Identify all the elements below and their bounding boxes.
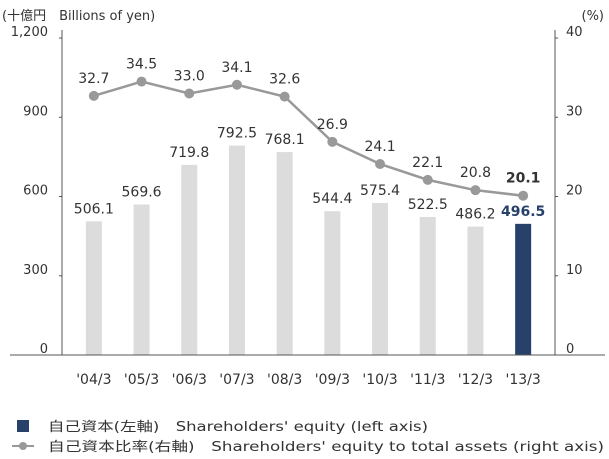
legend-swatch: [17, 420, 29, 432]
y-tick-label: 300: [23, 263, 48, 278]
y-tick-label: 1,200: [11, 25, 48, 40]
bar: [515, 223, 532, 355]
bar: [467, 226, 484, 355]
line-value-label: 32.6: [269, 72, 300, 88]
line-value-label: 34.1: [221, 60, 252, 76]
line-marker: [470, 185, 481, 196]
y-tick-label: 600: [23, 184, 48, 199]
line-value-label: 34.5: [126, 57, 157, 73]
x-tick-label: '05/3: [124, 372, 159, 388]
line-marker: [327, 136, 338, 147]
line-marker: [231, 79, 242, 90]
x-tick-label: '11/3: [410, 372, 445, 388]
bar-value-label: 575.4: [360, 183, 400, 199]
y2-tick-label: 30: [566, 104, 583, 119]
line-value-label: 33.0: [174, 68, 205, 84]
bar-value-label: 569.6: [122, 185, 162, 201]
bar: [372, 202, 389, 355]
line-marker: [88, 90, 99, 101]
line-value-label: 20.1: [506, 171, 541, 187]
x-tick-label: '04/3: [76, 372, 111, 388]
y-axis-label: (十億円 Billions of yen): [2, 8, 155, 24]
line-marker: [136, 76, 147, 87]
bar-value-label: 792.5: [217, 126, 257, 142]
line-value-label: 22.1: [412, 155, 443, 171]
y-tick-label: 0: [40, 342, 48, 357]
bar: [276, 152, 293, 355]
legend-swatch: [19, 442, 27, 450]
bar: [419, 216, 436, 355]
bar-value-label: 522.5: [408, 197, 448, 213]
x-tick-label: '13/3: [506, 372, 541, 388]
line-value-label: 24.1: [364, 139, 395, 155]
x-tick-label: '07/3: [219, 372, 254, 388]
bar: [133, 204, 150, 355]
y2-axis-label: (%): [582, 9, 605, 24]
x-tick-label: '09/3: [315, 372, 350, 388]
line: [93, 80, 524, 197]
line-value-label: 26.9: [317, 117, 348, 133]
x-tick-label: '08/3: [267, 372, 302, 388]
bar: [324, 211, 341, 355]
line-value-label: 20.8: [460, 165, 491, 181]
bar-value-label: 496.5: [501, 204, 545, 220]
y2-tick-label: 0: [566, 342, 574, 357]
bar-value-label: 544.4: [312, 191, 352, 207]
line-marker: [184, 88, 195, 99]
y2-tick-label: 40: [566, 25, 583, 40]
y2-tick-label: 20: [566, 184, 583, 199]
bar: [85, 221, 102, 355]
bar-value-label: 768.1: [265, 132, 305, 148]
y2-tick-label: 10: [566, 263, 583, 278]
line-marker: [518, 190, 529, 201]
y-tick-label: 900: [23, 104, 48, 119]
bar: [181, 164, 198, 355]
line-marker: [375, 159, 386, 170]
bar-value-label: 486.2: [455, 207, 495, 223]
x-tick-label: '10/3: [362, 372, 397, 388]
line-marker: [279, 91, 290, 102]
legend-label: 自己資本比率(右軸) Shareholders' equity to total…: [48, 439, 604, 455]
legend-label: 自己資本(左軸) Shareholders' equity (left axis…: [48, 420, 428, 435]
x-tick-label: '12/3: [458, 372, 493, 388]
bar: [228, 145, 245, 355]
line-marker: [422, 174, 433, 185]
line-value-label: 32.7: [78, 71, 109, 87]
x-tick-label: '06/3: [172, 372, 207, 388]
bar-value-label: 506.1: [74, 201, 114, 217]
bar-value-label: 719.8: [169, 145, 209, 161]
